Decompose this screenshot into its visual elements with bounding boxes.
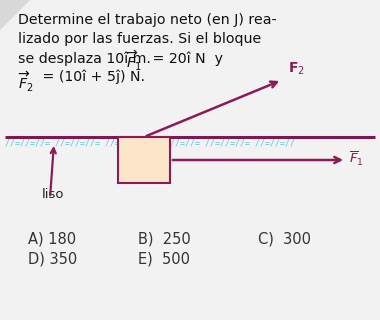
Text: = (10î + 5ĵ) N.: = (10î + 5ĵ) N. [38, 70, 145, 84]
Text: $\overline{F}_1$: $\overline{F}_1$ [349, 150, 364, 168]
Text: D) 350: D) 350 [28, 252, 77, 267]
Text: = 20î N  y: = 20î N y [148, 51, 223, 66]
Text: $\overrightarrow{F}$$_2$: $\overrightarrow{F}$$_2$ [18, 70, 33, 94]
Text: Determine el trabajo neto (en J) rea-: Determine el trabajo neto (en J) rea- [18, 13, 277, 27]
Text: se desplaza 10î m.: se desplaza 10î m. [18, 51, 160, 66]
Text: //=//=//= //=//=//= //=//=//= //=//=//= //=//=//= //=//=//: //=//=//= //=//=//= //=//=//= //=//=//= … [5, 139, 295, 148]
Text: E)  500: E) 500 [138, 252, 190, 267]
Text: C)  300: C) 300 [258, 232, 311, 247]
Text: lizado por las fuerzas. Si el bloque: lizado por las fuerzas. Si el bloque [18, 32, 261, 46]
Polygon shape [0, 0, 30, 30]
Text: A) 180: A) 180 [28, 232, 76, 247]
Text: B)  250: B) 250 [138, 232, 191, 247]
Text: liso: liso [42, 188, 65, 201]
Text: $\mathbf{F}_2$: $\mathbf{F}_2$ [288, 60, 305, 77]
Text: $\overrightarrow{F}$$_1$: $\overrightarrow{F}$$_1$ [126, 49, 142, 73]
Bar [118, 137, 170, 183]
